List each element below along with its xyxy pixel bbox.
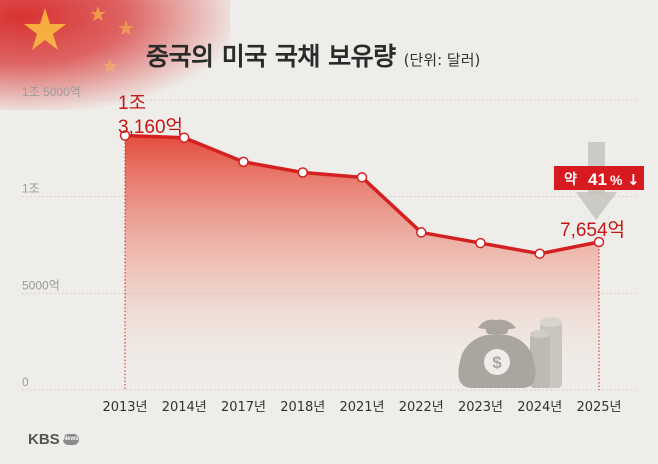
change-badge-bg	[554, 166, 644, 190]
y-tick-label: 1조 5000억	[22, 85, 81, 99]
chart-title: 중국의 미국 국채 보유량	[146, 42, 396, 71]
drop-lines	[124, 135, 600, 390]
data-point	[356, 172, 368, 183]
x-tick-label: 2013년	[102, 400, 147, 415]
x-axis: 2013년 2014년 2017년 2018년 2021년 2022년 2023년 2024년…	[102, 400, 621, 415]
flag-star-large	[24, 8, 66, 50]
flag-star-small	[102, 58, 118, 73]
change-badge-arrow: ↓	[627, 171, 640, 189]
x-tick-label: 2023년	[458, 400, 503, 415]
flag-stars	[24, 6, 134, 73]
x-tick-label: 2017년	[221, 400, 266, 415]
y-tick-label: 0	[22, 375, 29, 389]
change-badge-value: 41	[588, 170, 607, 189]
data-point	[179, 132, 190, 143]
data-points	[119, 130, 605, 259]
data-point	[416, 227, 427, 238]
kbs-logo-badge: News	[62, 434, 79, 445]
x-tick-label: 2021년	[339, 400, 384, 415]
change-badge: 약 41 % ↓	[554, 166, 644, 190]
chart-unit: (단위: 달러)	[403, 51, 481, 69]
y-axis: 0 5000억 1조 1조 5000억	[22, 85, 81, 389]
data-point	[297, 167, 308, 178]
flag-star-small	[90, 6, 106, 21]
x-tick-label: 2022년	[399, 400, 444, 415]
start-value-label-line1: 1조	[118, 93, 146, 114]
y-tick-label: 5000억	[22, 278, 60, 292]
kbs-logo-text: KBS	[28, 431, 60, 448]
x-tick-label: 2024년	[517, 400, 562, 415]
data-point	[238, 156, 249, 168]
data-point	[593, 236, 605, 248]
flag-star-small	[118, 20, 134, 35]
start-value-label-line2: 3,160억	[118, 116, 183, 138]
decor-icons: $	[458, 142, 617, 388]
china-flag-background	[0, 0, 230, 110]
kbs-logo: KBS News	[28, 431, 79, 448]
change-badge-prefix: 약	[564, 171, 577, 188]
data-point	[534, 248, 545, 259]
chart-header: 중국의 미국 국채 보유량 (단위: 달러)	[146, 37, 480, 73]
money-bag-icon: $	[458, 319, 536, 388]
y-tick-label: 1조	[22, 182, 40, 196]
change-badge-percent: %	[610, 172, 623, 188]
x-tick-label: 2018년	[280, 400, 325, 415]
x-tick-label: 2025년	[576, 400, 621, 415]
end-value-label: 7,654억	[560, 219, 625, 241]
svg-text:$: $	[492, 353, 502, 372]
data-point	[475, 237, 486, 249]
x-tick-label: 2014년	[162, 400, 207, 415]
data-point	[119, 130, 131, 141]
